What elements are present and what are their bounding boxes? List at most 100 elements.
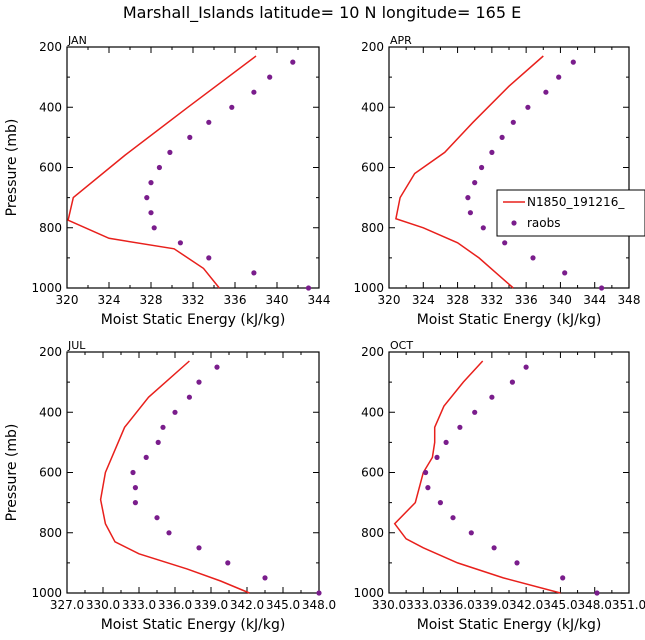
panels: JAN 320 324 328 332 336 340 344 200 400 600 800 1000…: [4, 34, 645, 633]
x-tick-label-jul: 336.0: [158, 598, 192, 612]
raobs-point-jul: [154, 515, 160, 521]
raobs-point-oct: [437, 500, 443, 506]
x-tick-label-jan: 324: [98, 293, 121, 307]
raobs-point-oct: [434, 454, 440, 460]
raobs-point-apr: [525, 104, 531, 110]
raobs-point-oct: [425, 485, 431, 491]
panel-title-jul: JUL: [67, 339, 86, 352]
raobs-point-jul: [225, 560, 231, 566]
raobs-point-oct: [423, 469, 429, 476]
raobs-point-jan: [229, 104, 235, 110]
y-tick-label-jan: 200: [39, 40, 62, 54]
x-tick-label-oct: 345.0: [543, 598, 577, 612]
y-tick-label-jan: 800: [39, 221, 62, 235]
y-tick-label-jul: 800: [39, 526, 62, 540]
panel-title-jan: JAN: [67, 34, 87, 47]
x-tick-label-apr: 328: [446, 293, 469, 307]
raobs-point-oct: [514, 560, 520, 566]
x-axis-label-jan: Moist Static Energy (kJ/kg): [101, 312, 286, 328]
x-axis-label-apr: Moist Static Energy (kJ/kg): [417, 312, 602, 328]
x-tick-label-oct: 342.0: [509, 598, 543, 612]
panel-jan: JAN 320 324 328 332 336 340 344 200 400 600 800 1000…: [4, 34, 330, 328]
x-tick-label-apr: 336: [515, 293, 538, 307]
y-tick-label-oct: 400: [361, 405, 384, 419]
raobs-point-jul: [262, 575, 268, 581]
raobs-point-jan: [206, 119, 212, 125]
x-tick-label-jul: 330.0: [86, 598, 120, 612]
x-axis-label-jul: Moist Static Energy (kJ/kg): [101, 617, 286, 633]
panel-oct: OCT 330.0 333.0 336.0 339.0 342.0 345.0 348.0 35…: [353, 339, 645, 633]
y-tick-label-jul: 600: [39, 466, 62, 480]
legend-box: [496, 189, 645, 237]
x-tick-label-oct: 330.0: [372, 598, 406, 612]
x-tick-label-oct: 336.0: [440, 598, 474, 612]
panel-apr: APR 320 324 328 332 336 340 344 348 200 400 600 800 1…: [353, 34, 640, 328]
raobs-point-apr: [570, 59, 576, 65]
raobs-point-jul: [196, 545, 202, 551]
raobs-point-apr: [465, 195, 471, 201]
x-tick-label-oct: 339.0: [475, 598, 509, 612]
raobs-point-jul: [143, 454, 149, 460]
raobs-point-oct: [472, 409, 478, 415]
y-tick-label-apr: 600: [361, 161, 384, 175]
raobs-point-oct: [468, 530, 474, 536]
x-tick-label-jul: 348.0: [302, 598, 336, 612]
raobs-point-jan: [290, 59, 296, 65]
raobs-point-jan: [167, 149, 173, 155]
raobs-point-oct: [523, 364, 529, 370]
panel-title-apr: APR: [390, 34, 412, 47]
raobs-point-apr: [499, 134, 505, 140]
x-tick-label-jan: 340: [266, 293, 289, 307]
x-tick-label-jul: 342.0: [230, 598, 264, 612]
x-tick-label-oct: 333.0: [406, 598, 440, 612]
raobs-point-jan: [148, 180, 154, 186]
x-tick-label-jan: 336: [224, 293, 247, 307]
raobs-point-jan: [251, 270, 257, 276]
y-tick-label-jul: 200: [39, 345, 62, 359]
raobs-point-jul: [155, 439, 161, 445]
x-tick-label-jul: 327.0: [50, 598, 84, 612]
figure-title: Marshall_Islands latitude= 10 N longitud…: [123, 3, 521, 23]
x-tick-label-jan: 328: [140, 293, 163, 307]
x-tick-label-oct: 351.0: [612, 598, 645, 612]
y-tick-label-apr: 400: [361, 100, 384, 114]
x-tick-label-jan: 332: [182, 293, 205, 307]
raobs-point-oct: [489, 394, 495, 400]
raobs-point-jul: [132, 500, 138, 506]
raobs-point-apr: [530, 255, 536, 261]
legend-model-label: N1850_191216_: [527, 195, 625, 209]
raobs-point-jan: [267, 74, 273, 80]
panel-jul: JUL 327.0 330.0 333.0 336.0 339.0 342.0 345.0 34…: [4, 339, 336, 633]
x-tick-label-apr: 348: [618, 293, 641, 307]
x-tick-label-apr: 340: [549, 293, 572, 307]
plot-frame-jan: [66, 46, 320, 289]
raobs-point-jul: [160, 424, 166, 430]
raobs-point-apr: [472, 180, 478, 186]
model-line-jan: [67, 55, 257, 289]
raobs-point-oct: [509, 379, 515, 385]
y-tick-label-jan: 400: [39, 100, 62, 114]
raobs-point-jan: [144, 195, 150, 201]
model-line-jul: [99, 360, 250, 594]
x-tick-label-apr: 344: [583, 293, 606, 307]
legend: N1850_191216_raobs: [496, 189, 645, 237]
raobs-point-jan: [206, 255, 212, 261]
x-tick-label-jul: 339.0: [194, 598, 228, 612]
legend-obs-label: raobs: [527, 216, 561, 230]
raobs-point-apr: [489, 149, 495, 155]
y-tick-label-oct: 800: [361, 526, 384, 540]
raobs-point-jan: [251, 89, 257, 95]
x-tick-label-oct: 348.0: [578, 598, 612, 612]
y-tick-label-jul: 400: [39, 405, 62, 419]
raobs-point-jan: [187, 134, 193, 140]
raobs-point-apr: [556, 74, 562, 80]
raobs-point-jul: [172, 409, 178, 415]
raobs-point-jan: [177, 240, 183, 246]
raobs-point-oct: [443, 439, 449, 445]
y-tick-label-apr: 200: [361, 40, 384, 54]
raobs-point-oct: [491, 545, 497, 551]
raobs-point-apr: [543, 89, 549, 95]
plot-frame-apr: [388, 46, 630, 289]
raobs-point-oct: [450, 515, 456, 521]
